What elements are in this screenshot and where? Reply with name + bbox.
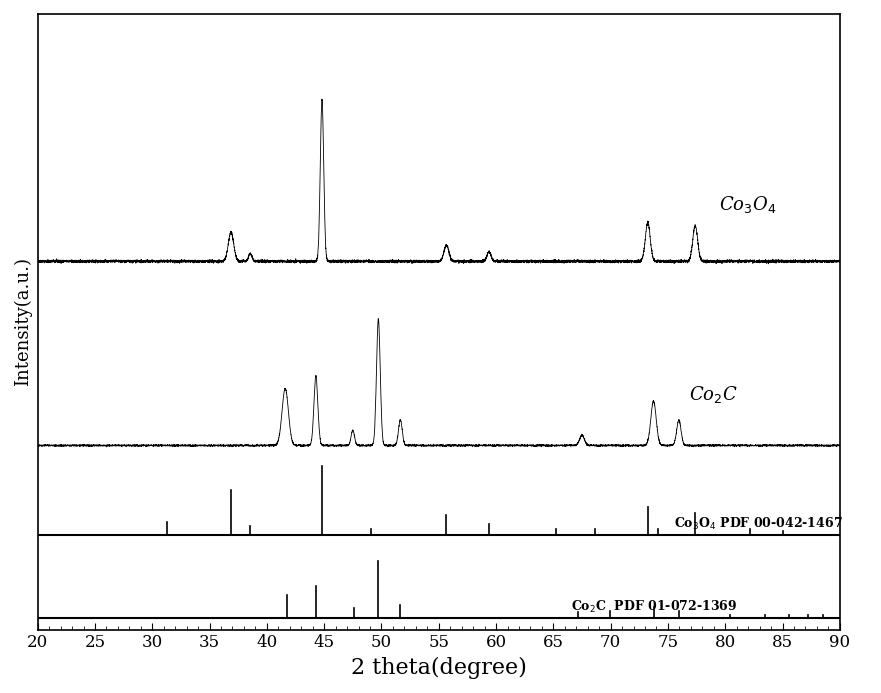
Text: Co$_2$C  PDF 01-072-1369: Co$_2$C PDF 01-072-1369 bbox=[571, 599, 737, 615]
Text: Co$_2$C: Co$_2$C bbox=[690, 384, 738, 405]
X-axis label: 2 theta(degree): 2 theta(degree) bbox=[351, 657, 527, 679]
Text: Co$_3$O$_4$: Co$_3$O$_4$ bbox=[720, 194, 777, 216]
Text: Co$_3$O$_4$ PDF 00-042-1467: Co$_3$O$_4$ PDF 00-042-1467 bbox=[674, 516, 842, 532]
Y-axis label: Intensity(a.u.): Intensity(a.u.) bbox=[14, 257, 32, 386]
